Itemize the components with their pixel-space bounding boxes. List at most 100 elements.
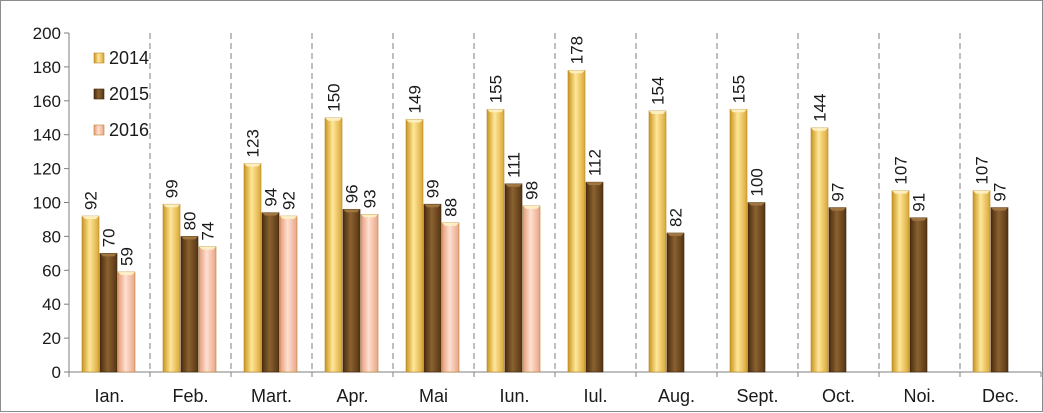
data-label: 99 xyxy=(424,179,443,198)
bar-cap-2014 xyxy=(973,190,990,194)
x-category-label: Feb. xyxy=(172,386,208,406)
bar-cap-2016 xyxy=(118,271,135,275)
data-label: 111 xyxy=(505,152,524,178)
data-label: 91 xyxy=(910,193,929,212)
legend-swatch-2014 xyxy=(93,52,105,64)
x-category-label: Oct. xyxy=(822,386,855,406)
data-label: 96 xyxy=(343,184,362,203)
bar-2016 xyxy=(198,246,217,373)
bar-2015 xyxy=(585,181,604,373)
x-category-label: Noi. xyxy=(903,386,935,406)
data-label: 88 xyxy=(442,198,461,217)
data-label: 94 xyxy=(262,188,281,207)
bar-2014 xyxy=(162,203,181,373)
bar-2015 xyxy=(261,212,280,373)
bar-2015 xyxy=(423,203,442,373)
legend-label: 2015 xyxy=(109,84,149,104)
y-tick-label: 20 xyxy=(42,329,61,348)
bar-cap-2015 xyxy=(910,217,927,221)
data-label: 112 xyxy=(586,149,605,176)
bar-cap-2015 xyxy=(748,202,765,206)
bar-2014 xyxy=(810,127,829,373)
x-category-label: Dec. xyxy=(982,386,1019,406)
bar-cap-2014 xyxy=(163,204,180,208)
bar-cap-2016 xyxy=(523,205,540,209)
y-tick-label: 40 xyxy=(42,295,61,314)
bar-2014 xyxy=(81,215,100,373)
data-label: 92 xyxy=(280,191,299,210)
bar-cap-2014 xyxy=(730,109,747,113)
data-label: 150 xyxy=(325,83,344,111)
bar-cap-2015 xyxy=(262,212,279,216)
bar-2015 xyxy=(99,253,118,373)
data-label: 107 xyxy=(892,156,911,184)
data-label: 74 xyxy=(199,222,218,241)
bar-cap-2014 xyxy=(568,70,585,74)
bar-2015 xyxy=(180,236,199,373)
bar-2016 xyxy=(441,222,460,373)
bar-2015 xyxy=(828,207,847,373)
bar-2014 xyxy=(891,190,910,373)
data-label: 123 xyxy=(244,129,263,157)
y-tick-label: 60 xyxy=(42,261,61,280)
bar-cap-2016 xyxy=(361,214,378,218)
bar-2016 xyxy=(279,215,298,373)
bar-cap-2015 xyxy=(100,253,117,257)
bar-cap-2014 xyxy=(82,216,99,220)
x-category-label: Aug. xyxy=(658,386,695,406)
data-label: 99 xyxy=(163,179,182,198)
bar-2015 xyxy=(666,232,685,373)
x-category-label: Mart. xyxy=(251,386,292,406)
data-label: 155 xyxy=(487,75,506,103)
y-tick-label: 100 xyxy=(33,194,61,213)
bar-2014 xyxy=(567,69,586,373)
bar-cap-2014 xyxy=(811,127,828,131)
data-label: 154 xyxy=(649,77,668,105)
y-tick-label: 0 xyxy=(52,363,61,382)
x-category-label: Mai xyxy=(419,386,448,406)
bar-cap-2015 xyxy=(505,183,522,187)
bar-cap-2016 xyxy=(442,222,459,226)
bar-cap-2014 xyxy=(406,119,423,123)
legend-swatch-2016 xyxy=(93,124,105,136)
data-label: 144 xyxy=(811,94,830,122)
bar-2014 xyxy=(648,110,667,373)
data-label: 107 xyxy=(973,156,992,184)
bar-2015 xyxy=(747,202,766,373)
data-label: 100 xyxy=(748,168,767,196)
bar-2016 xyxy=(117,271,136,373)
y-tick-label: 80 xyxy=(42,227,61,246)
data-label: 93 xyxy=(361,189,380,208)
bar-cap-2015 xyxy=(181,236,198,240)
bar-2014 xyxy=(729,108,748,373)
x-category-label: Iul. xyxy=(583,386,607,406)
bar-cap-2015 xyxy=(991,207,1008,211)
bar-cap-2014 xyxy=(487,109,504,113)
legend-label: 2016 xyxy=(109,120,149,140)
data-label: 80 xyxy=(181,211,200,230)
bar-cap-2015 xyxy=(586,182,603,186)
y-tick-label: 140 xyxy=(33,126,61,145)
x-category-label: Ian. xyxy=(94,386,124,406)
data-label: 82 xyxy=(667,208,686,227)
bar-2015 xyxy=(342,208,361,373)
x-category-label: Apr. xyxy=(336,386,368,406)
bar-cap-2014 xyxy=(325,117,342,121)
bar-2015 xyxy=(504,183,523,373)
data-label: 98 xyxy=(523,181,542,200)
bar-2015 xyxy=(990,207,1009,373)
bar-cap-2014 xyxy=(649,110,666,114)
data-label: 97 xyxy=(829,183,848,202)
data-label: 155 xyxy=(730,75,749,103)
bar-cap-2016 xyxy=(280,216,297,220)
data-label: 178 xyxy=(568,36,587,64)
bar-2014 xyxy=(486,108,505,373)
bar-2016 xyxy=(360,214,379,373)
bar-2014 xyxy=(324,117,343,373)
bar-cap-2015 xyxy=(424,204,441,208)
data-label: 149 xyxy=(406,85,425,113)
y-tick-label: 200 xyxy=(33,24,61,43)
bar-cap-2014 xyxy=(892,190,909,194)
